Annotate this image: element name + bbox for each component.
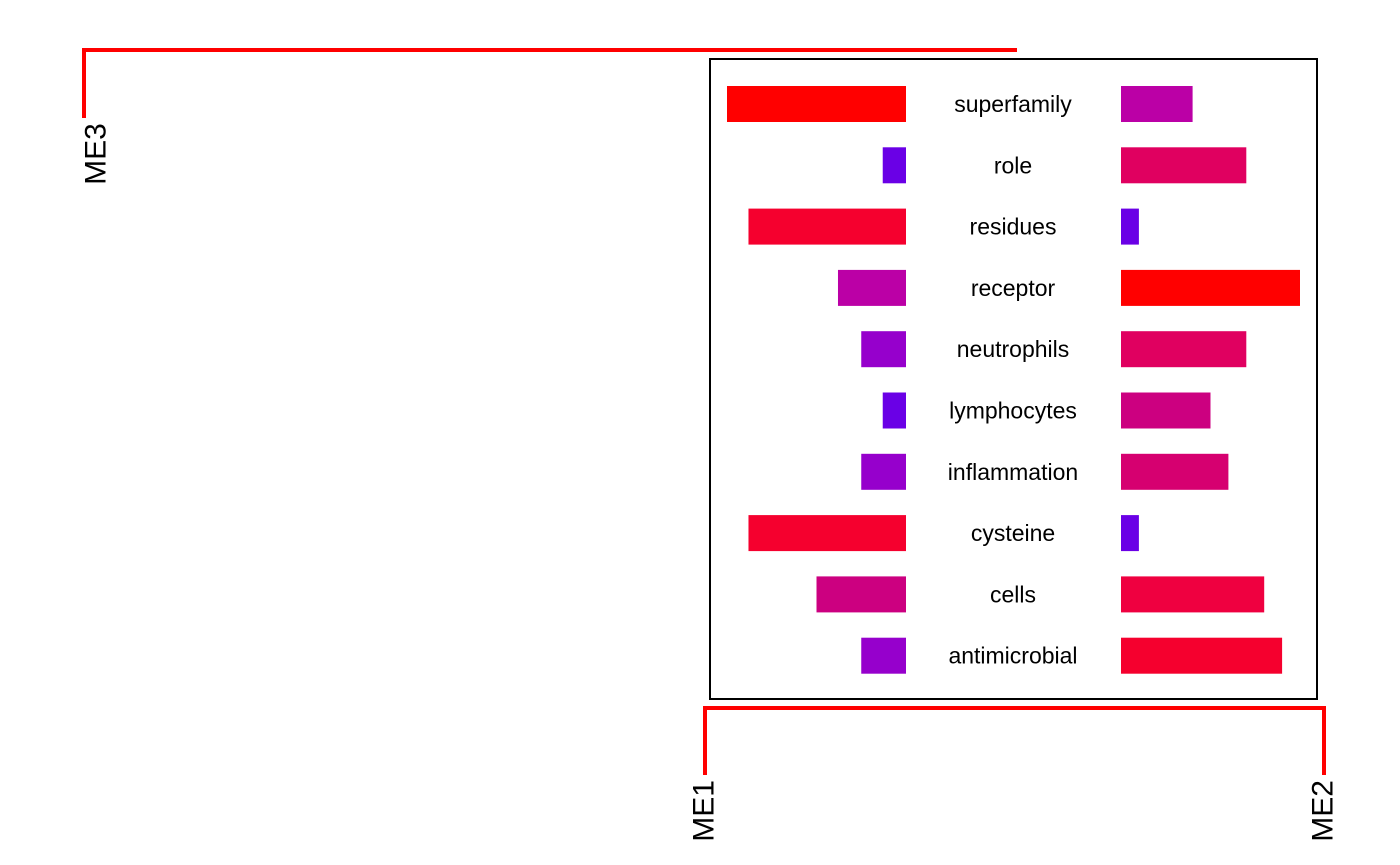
bar-left-neutrophils — [861, 331, 906, 368]
term-label-neutrophils: neutrophils — [957, 336, 1070, 362]
leaf-label-me2: ME2 — [1307, 780, 1340, 842]
bar-right-role — [1121, 147, 1247, 184]
bar-left-superfamily — [727, 86, 906, 122]
term-label-superfamily: superfamily — [954, 91, 1072, 117]
term-label-role: role — [994, 152, 1032, 178]
bar-right-antimicrobial — [1121, 637, 1283, 674]
bar-right-receptor — [1121, 269, 1300, 306]
bar-left-cysteine — [748, 515, 906, 552]
term-label-cysteine: cysteine — [971, 520, 1055, 546]
bar-right-lymphocytes — [1121, 392, 1211, 429]
bar-right-neutrophils — [1121, 331, 1247, 368]
bar-right-inflammation — [1121, 453, 1229, 490]
bar-right-cysteine — [1121, 515, 1139, 552]
bar-right-cells — [1121, 576, 1265, 613]
term-label-receptor: receptor — [971, 275, 1056, 301]
dendrogram-bottom: ME1 ME2 — [688, 706, 1340, 842]
bar-left-lymphocytes — [882, 392, 906, 429]
term-label-antimicrobial: antimicrobial — [948, 643, 1077, 669]
bar-left-receptor — [837, 269, 906, 306]
leaf-label-me3: ME3 — [80, 123, 113, 185]
dendrogram-top: ME3 — [80, 48, 1017, 185]
bar-left-residues — [748, 208, 906, 245]
leaf-label-me1: ME1 — [688, 780, 721, 842]
bar-panel: superfamily role residues receptor neutrophi… — [727, 86, 1300, 674]
bar-left-antimicrobial — [861, 637, 906, 674]
bar-right-residues — [1121, 208, 1139, 245]
bar-left-cells — [816, 576, 906, 613]
term-label-inflammation: inflammation — [948, 459, 1078, 485]
term-label-cells: cells — [990, 581, 1036, 607]
bar-right-superfamily — [1121, 86, 1193, 122]
plot-frame — [709, 58, 1318, 700]
bar-left-role — [882, 147, 906, 184]
term-label-lymphocytes: lymphocytes — [949, 398, 1077, 424]
term-label-residues: residues — [970, 214, 1057, 240]
bar-left-inflammation — [861, 453, 906, 490]
